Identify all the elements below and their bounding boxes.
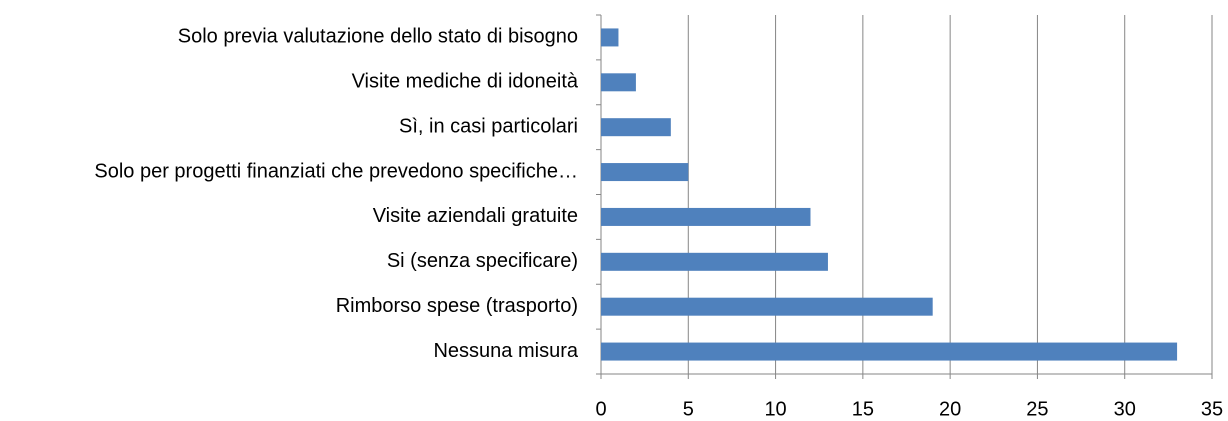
x-tick-label: 30 <box>1114 398 1136 420</box>
y-tick-label: Si (senza specificare) <box>387 250 578 272</box>
x-tick-label: 0 <box>595 398 606 420</box>
bar <box>601 118 671 137</box>
bar <box>601 207 811 226</box>
x-tick-label: 15 <box>852 398 874 420</box>
bar <box>601 297 933 316</box>
bar <box>601 28 619 47</box>
x-tick-label: 10 <box>764 398 786 420</box>
y-tick-label: Solo per progetti finanziati che prevedo… <box>94 160 578 182</box>
x-tick-label: 25 <box>1026 398 1048 420</box>
y-tick-label: Visite mediche di idoneità <box>352 71 579 93</box>
y-tick-label: Nessuna misura <box>433 340 578 362</box>
bar <box>601 252 828 271</box>
bar <box>601 73 636 92</box>
x-tick-label: 20 <box>939 398 961 420</box>
x-tick-label: 5 <box>683 398 694 420</box>
bar <box>601 342 1178 361</box>
y-tick-label: Rimborso spese (trasporto) <box>336 295 578 317</box>
y-tick-label: Visite aziendali gratuite <box>373 205 578 227</box>
y-tick-label: Solo previa valutazione dello stato di b… <box>178 26 578 48</box>
y-tick-label: Sì, in casi particolari <box>399 115 578 137</box>
x-tick-label: 35 <box>1201 398 1223 420</box>
bar <box>601 163 689 182</box>
